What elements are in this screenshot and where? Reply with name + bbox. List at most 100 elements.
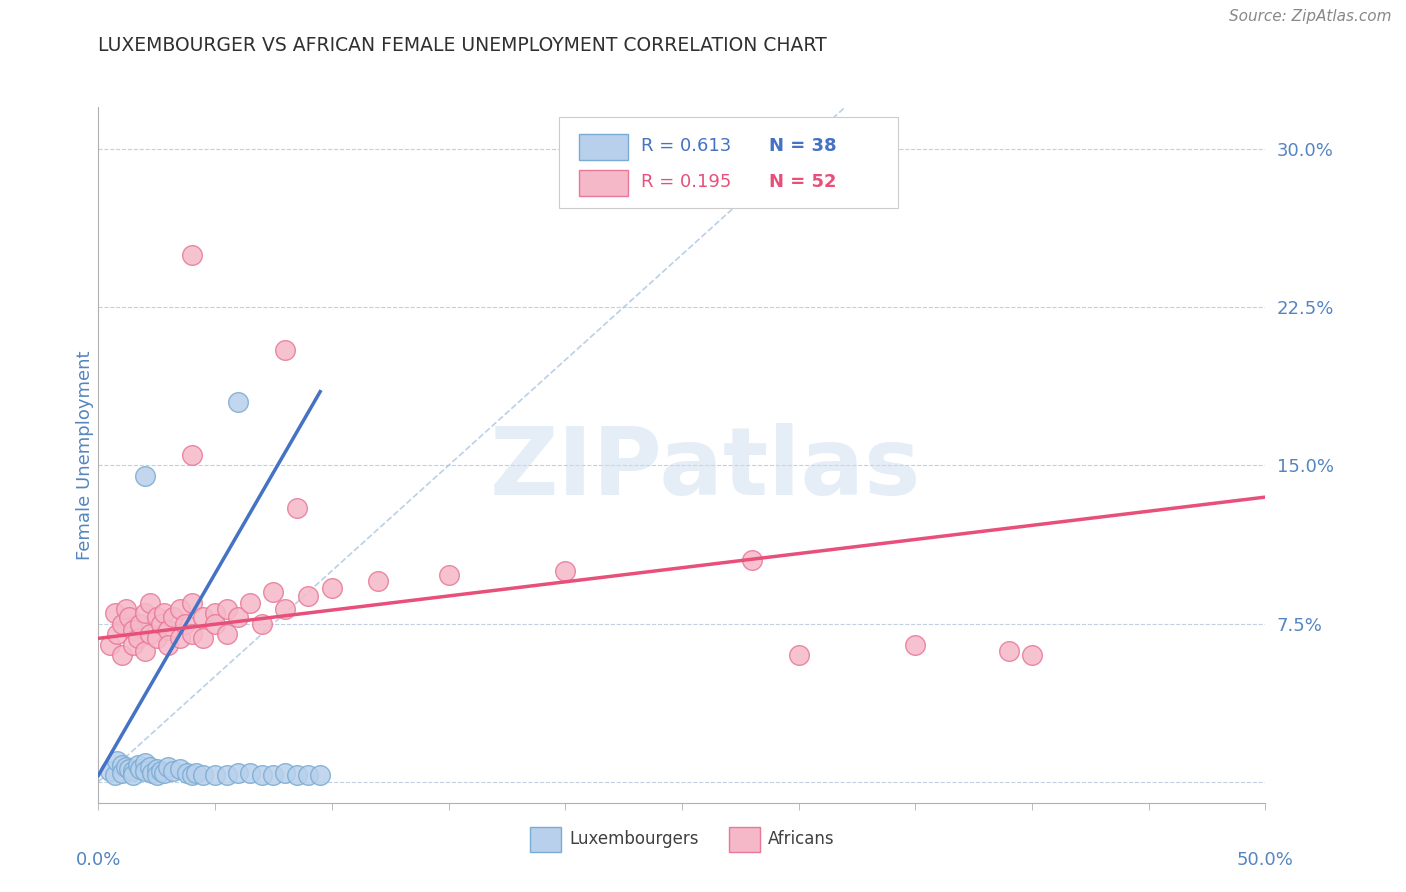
Point bbox=[228, 610, 250, 624]
Point bbox=[180, 627, 202, 641]
Point bbox=[129, 762, 152, 776]
Point bbox=[122, 768, 145, 782]
Point bbox=[111, 766, 134, 780]
Point bbox=[127, 757, 149, 772]
Point bbox=[122, 623, 145, 637]
Point bbox=[157, 760, 180, 774]
Point bbox=[150, 616, 173, 631]
Point bbox=[122, 638, 145, 652]
Text: ZIPatlas: ZIPatlas bbox=[489, 423, 921, 515]
Point bbox=[274, 343, 297, 357]
Point bbox=[274, 602, 297, 616]
Point bbox=[180, 768, 202, 782]
Text: Luxembourgers: Luxembourgers bbox=[569, 830, 699, 848]
Point bbox=[173, 616, 195, 631]
Point bbox=[118, 762, 141, 776]
Point bbox=[250, 616, 273, 631]
Point bbox=[180, 247, 202, 261]
Point bbox=[134, 469, 156, 483]
Point bbox=[180, 448, 202, 462]
Point bbox=[129, 616, 152, 631]
Point bbox=[741, 553, 763, 567]
Point bbox=[239, 595, 262, 609]
Point bbox=[127, 632, 149, 646]
Point bbox=[111, 757, 134, 772]
Point bbox=[134, 764, 156, 779]
Point bbox=[367, 574, 389, 589]
Point bbox=[309, 768, 332, 782]
Point bbox=[297, 589, 319, 603]
Point bbox=[115, 760, 138, 774]
Point bbox=[274, 766, 297, 780]
Point bbox=[204, 606, 226, 620]
Point bbox=[228, 766, 250, 780]
Text: R = 0.195: R = 0.195 bbox=[641, 173, 731, 191]
Point bbox=[285, 500, 308, 515]
Point bbox=[141, 766, 163, 780]
Point bbox=[146, 768, 169, 782]
Point bbox=[118, 610, 141, 624]
Point bbox=[122, 764, 145, 779]
Point bbox=[98, 764, 121, 779]
Point bbox=[146, 610, 169, 624]
Text: Africans: Africans bbox=[768, 830, 835, 848]
Point bbox=[152, 606, 174, 620]
FancyBboxPatch shape bbox=[579, 169, 628, 196]
Point bbox=[162, 610, 184, 624]
Point bbox=[262, 585, 284, 599]
Point bbox=[115, 602, 138, 616]
Text: R = 0.613: R = 0.613 bbox=[641, 137, 731, 155]
Point bbox=[98, 638, 121, 652]
Point bbox=[139, 627, 162, 641]
Point bbox=[997, 644, 1019, 658]
Point bbox=[104, 606, 127, 620]
Point bbox=[321, 581, 343, 595]
Point bbox=[169, 602, 191, 616]
Point bbox=[215, 627, 238, 641]
Point bbox=[162, 764, 184, 779]
Point bbox=[193, 632, 215, 646]
Point bbox=[228, 395, 250, 409]
Point bbox=[152, 766, 174, 780]
Point bbox=[1021, 648, 1043, 663]
Point bbox=[134, 644, 156, 658]
Point bbox=[787, 648, 810, 663]
Point bbox=[215, 602, 238, 616]
FancyBboxPatch shape bbox=[560, 118, 898, 208]
Point bbox=[250, 768, 273, 782]
Point bbox=[204, 616, 226, 631]
Point bbox=[180, 595, 202, 609]
Text: LUXEMBOURGER VS AFRICAN FEMALE UNEMPLOYMENT CORRELATION CHART: LUXEMBOURGER VS AFRICAN FEMALE UNEMPLOYM… bbox=[98, 36, 827, 54]
Point bbox=[176, 766, 198, 780]
Point bbox=[150, 764, 173, 779]
Point bbox=[437, 568, 460, 582]
Point bbox=[157, 623, 180, 637]
Point bbox=[215, 768, 238, 782]
Text: N = 38: N = 38 bbox=[769, 137, 837, 155]
Y-axis label: Female Unemployment: Female Unemployment bbox=[76, 351, 94, 559]
Point bbox=[186, 766, 208, 780]
Point bbox=[146, 762, 169, 776]
Point bbox=[111, 616, 134, 631]
Point bbox=[105, 754, 128, 768]
Point bbox=[134, 606, 156, 620]
Point bbox=[146, 632, 169, 646]
Point bbox=[204, 768, 226, 782]
Point bbox=[134, 756, 156, 770]
Point bbox=[193, 768, 215, 782]
Point bbox=[111, 648, 134, 663]
FancyBboxPatch shape bbox=[579, 134, 628, 161]
Text: 50.0%: 50.0% bbox=[1237, 851, 1294, 870]
Text: Source: ZipAtlas.com: Source: ZipAtlas.com bbox=[1229, 9, 1392, 24]
Text: N = 52: N = 52 bbox=[769, 173, 837, 191]
Point bbox=[169, 762, 191, 776]
Point bbox=[285, 768, 308, 782]
Point bbox=[169, 632, 191, 646]
Text: 0.0%: 0.0% bbox=[76, 851, 121, 870]
Point bbox=[139, 760, 162, 774]
Point bbox=[139, 595, 162, 609]
Point bbox=[297, 768, 319, 782]
Point bbox=[239, 766, 262, 780]
Point bbox=[105, 627, 128, 641]
Point bbox=[554, 564, 576, 578]
